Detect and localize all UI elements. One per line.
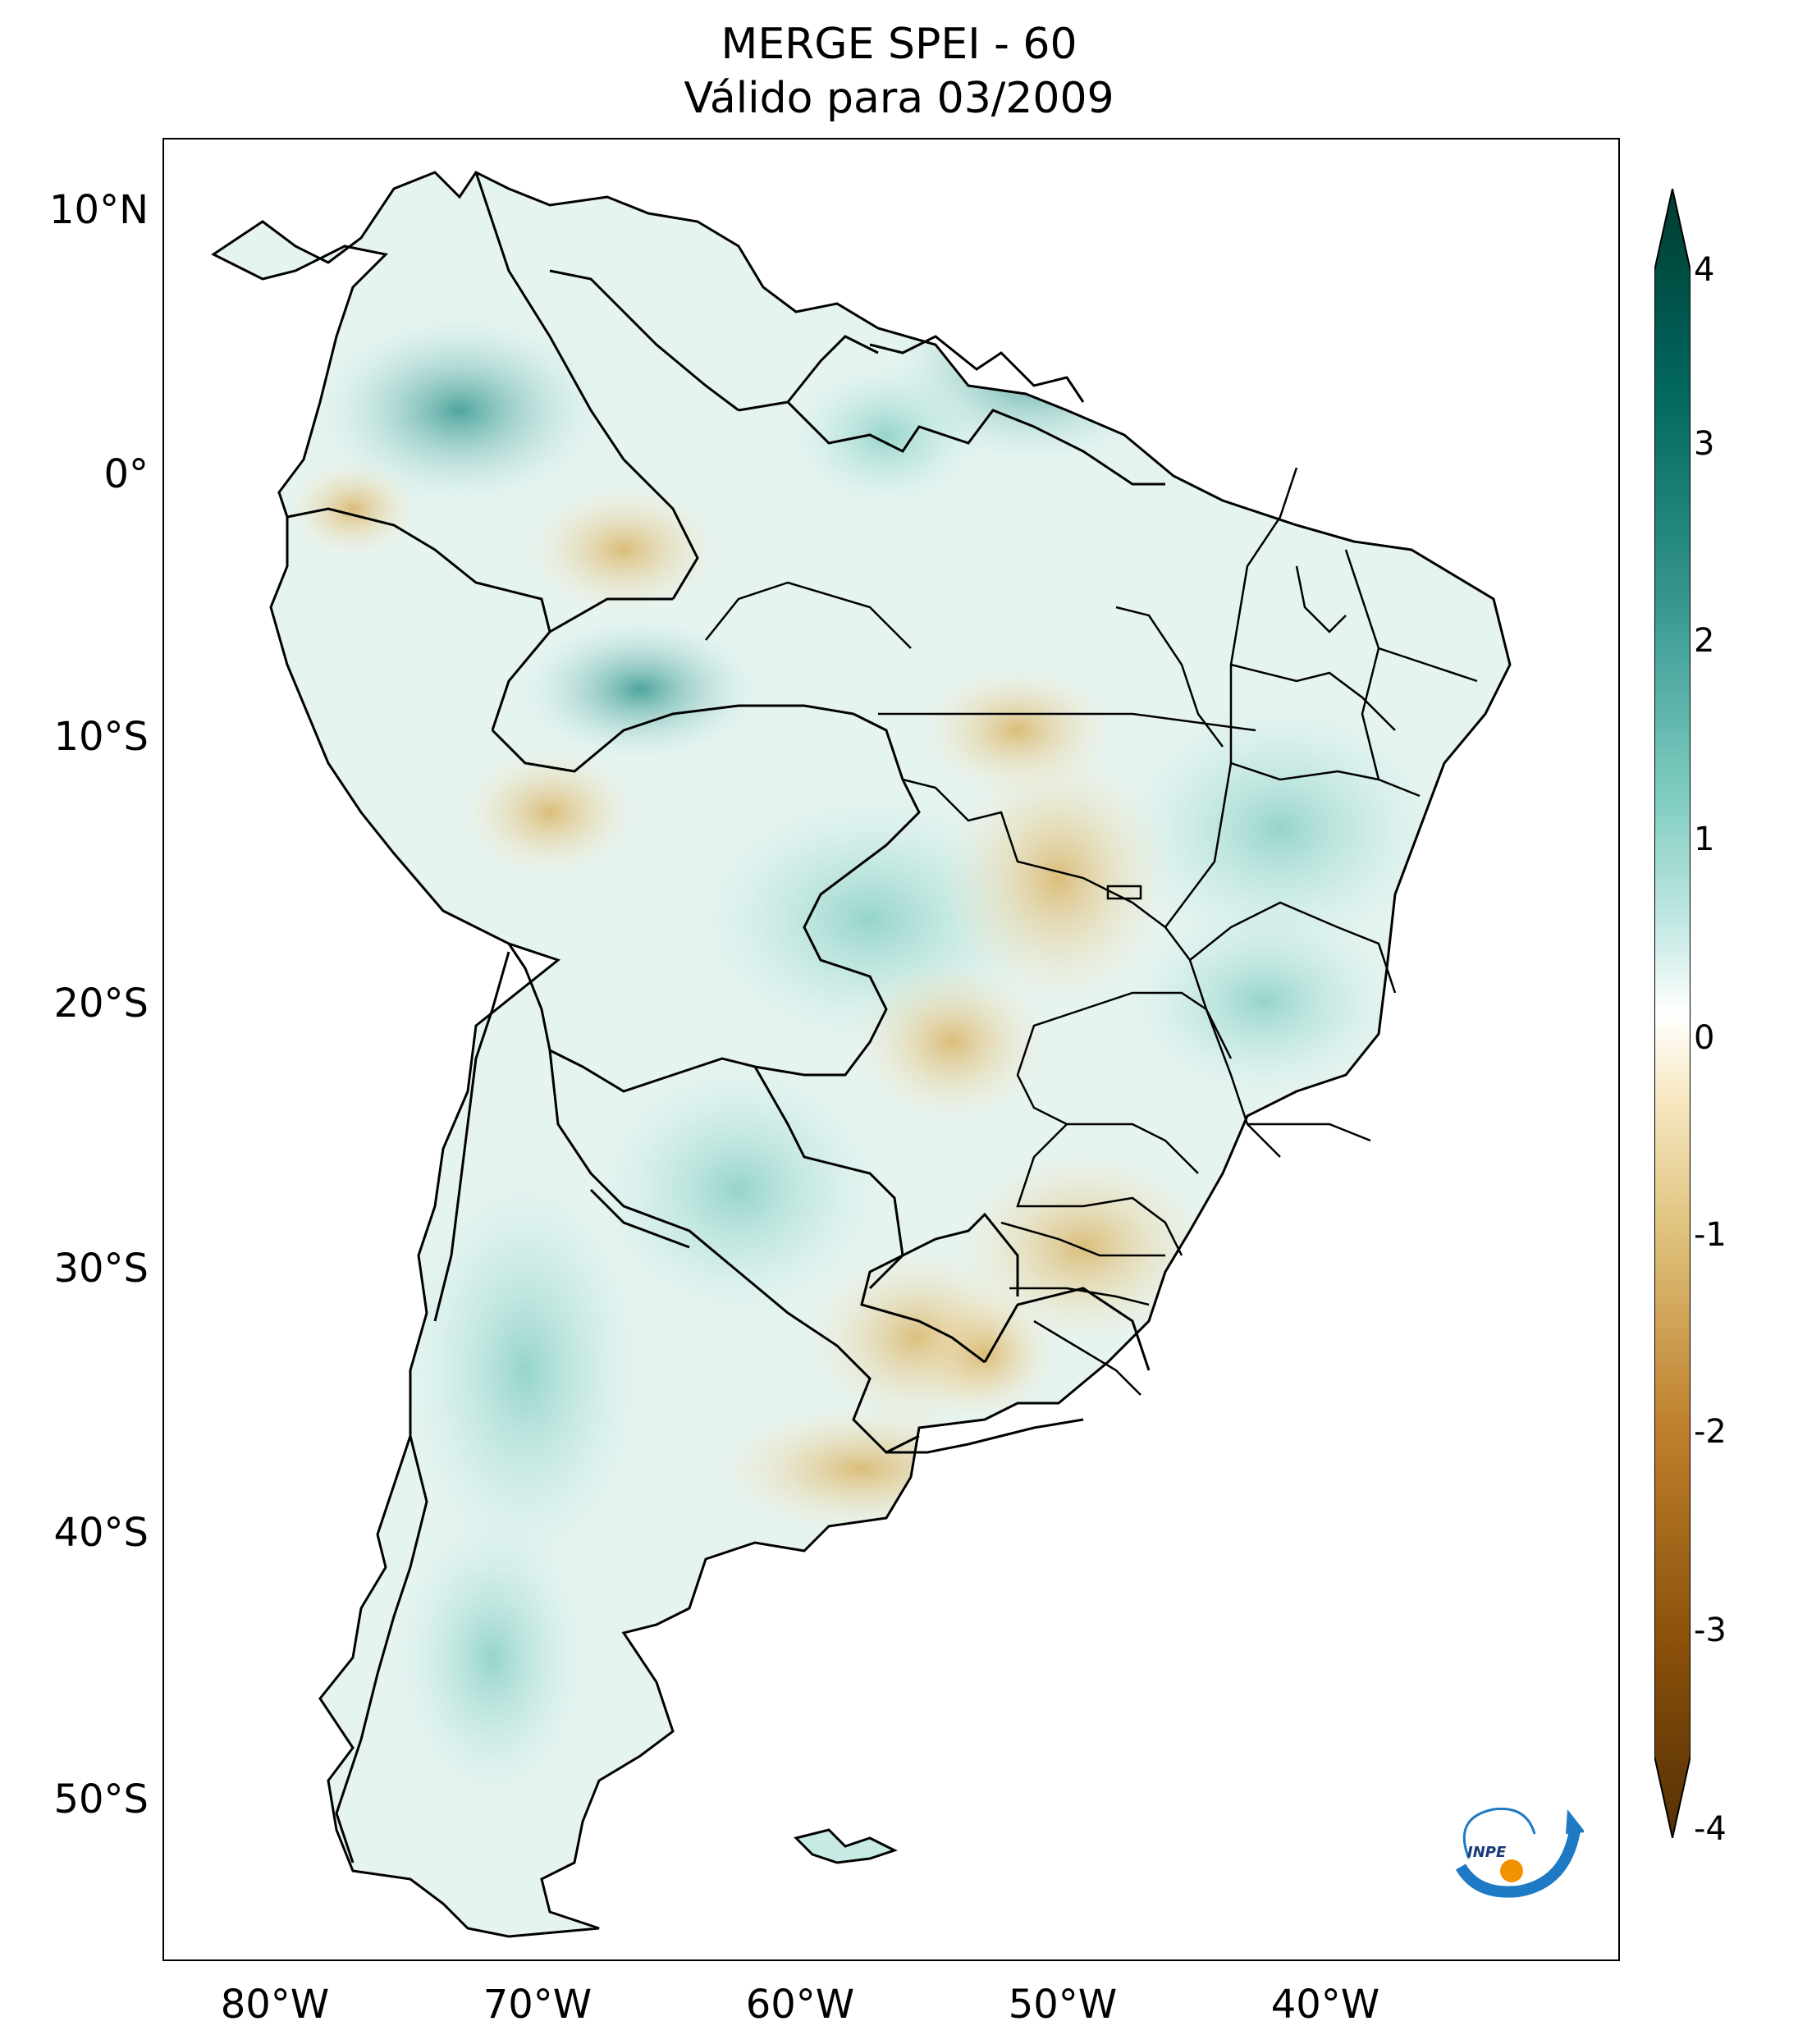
lat-tick-50s: 50°S: [53, 1776, 149, 1822]
colorbar-tick-0: 0: [1694, 1019, 1715, 1057]
lon-tick-60w: 60°W: [745, 1982, 855, 2028]
colorbar-tick-2: 2: [1694, 622, 1715, 660]
lon-tick-80w: 80°W: [220, 1982, 330, 2028]
colorbar-tick-m2: -2: [1694, 1413, 1727, 1451]
map-title: MERGE SPEI - 60: [721, 20, 1077, 69]
lat-tick-20s: 20°S: [53, 981, 149, 1027]
country-borders: [286, 171, 1165, 1863]
inpe-logo: INPE: [1455, 1807, 1584, 1898]
colorbar-tick-1: 1: [1694, 821, 1715, 858]
lon-tick-40w: 40°W: [1270, 1982, 1380, 2028]
map-subtitle: Válido para 03/2009: [684, 74, 1114, 123]
colorbar-tick-m1: -1: [1694, 1216, 1727, 1254]
lat-tick-10n: 10°N: [49, 187, 149, 233]
colorbar-tick-m3: -3: [1694, 1612, 1727, 1649]
south-america-map: [212, 171, 1512, 1938]
lon-tick-70w: 70°W: [483, 1982, 592, 2028]
state-borders: [705, 467, 1478, 1396]
lat-tick-30s: 30°S: [53, 1246, 149, 1292]
map-area: [162, 138, 1620, 1961]
colorbar-tick-4: 4: [1694, 251, 1715, 289]
spei-field: [213, 172, 1510, 1937]
falkland-islands: [794, 1828, 898, 1864]
lon-tick-50w: 50°W: [1008, 1982, 1118, 2028]
lat-tick-40s: 40°S: [53, 1510, 149, 1556]
colorbar-tick-3: 3: [1694, 425, 1715, 463]
inpe-logo-text: INPE: [1467, 1844, 1507, 1861]
lat-tick-0: 0°: [103, 451, 149, 497]
colorbar: [1654, 189, 1690, 1838]
lat-tick-10s: 10°S: [53, 714, 149, 760]
colorbar-tick-m4: -4: [1694, 1810, 1727, 1848]
